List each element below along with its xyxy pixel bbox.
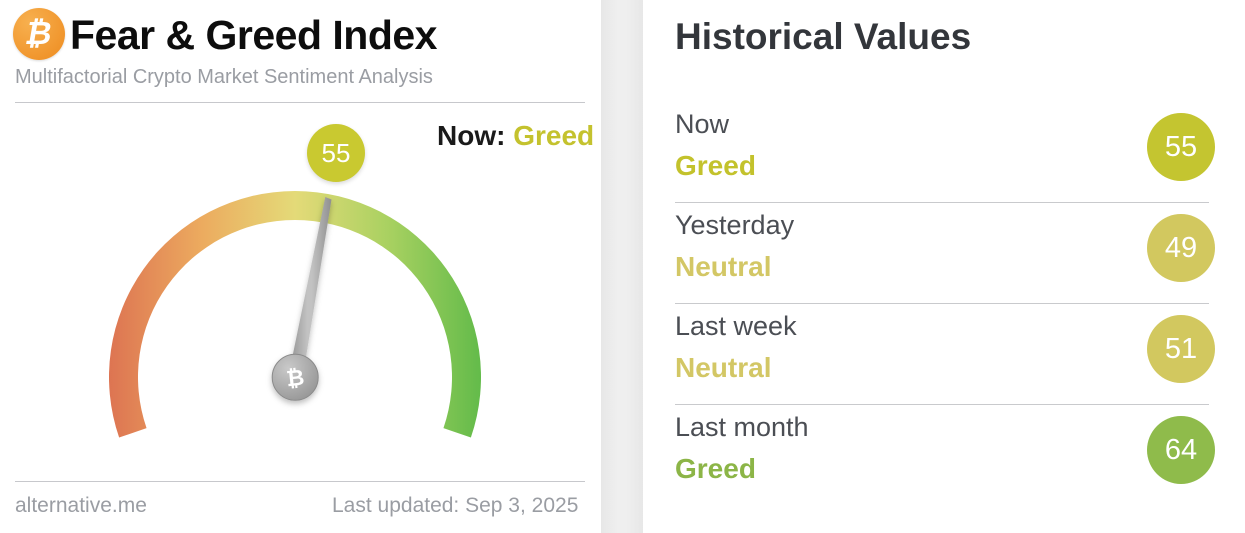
svg-text:₿: ₿ (285, 365, 305, 392)
